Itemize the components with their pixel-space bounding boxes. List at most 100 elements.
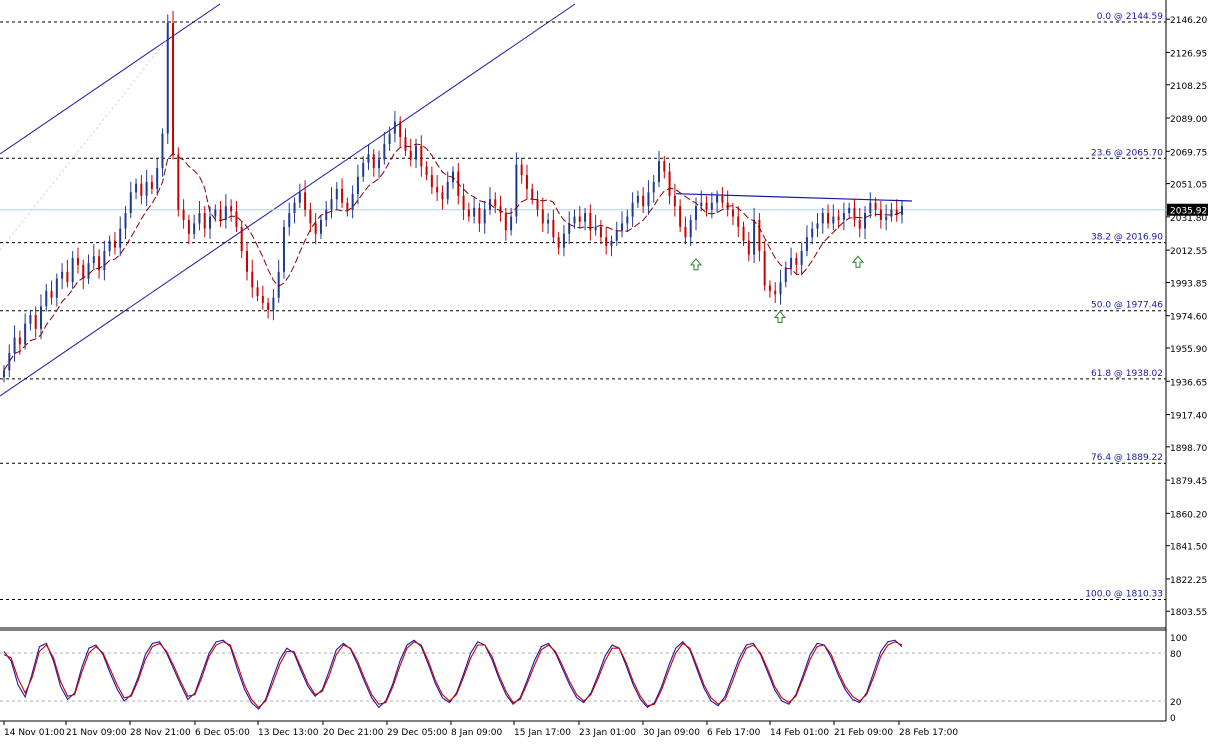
candle-body bbox=[763, 251, 766, 286]
candle-body bbox=[568, 223, 571, 234]
candle-body bbox=[71, 257, 74, 283]
candle-body bbox=[3, 370, 5, 378]
candle-body bbox=[753, 219, 756, 255]
candle-body bbox=[39, 306, 42, 329]
price-tick-label: 1993.85 bbox=[1170, 279, 1207, 289]
osc-tick-label: 20 bbox=[1170, 698, 1182, 708]
candle-body bbox=[737, 216, 740, 227]
candle-body bbox=[108, 240, 111, 252]
candle-body bbox=[642, 195, 645, 207]
candle-body bbox=[874, 202, 877, 210]
candle-body bbox=[885, 216, 888, 220]
candle-body bbox=[552, 219, 555, 238]
candle-body bbox=[837, 216, 840, 220]
candle-body bbox=[832, 216, 835, 224]
candle-body bbox=[705, 202, 708, 210]
candle-body bbox=[599, 226, 602, 238]
candle-body bbox=[341, 188, 344, 203]
candle-body bbox=[467, 209, 470, 217]
candle-body bbox=[869, 202, 872, 214]
price-tick-label: 1803.55 bbox=[1170, 608, 1207, 618]
time-tick-label: 23 Jan 01:00 bbox=[579, 728, 636, 738]
candle-body bbox=[536, 199, 539, 210]
price-tick-label: 1974.60 bbox=[1170, 313, 1207, 323]
candle-body bbox=[330, 199, 333, 210]
candle-body bbox=[261, 295, 264, 303]
candle-body bbox=[462, 195, 465, 210]
candle-body bbox=[193, 223, 196, 234]
candle-body bbox=[251, 271, 254, 288]
candle-body bbox=[76, 257, 79, 265]
candle-body bbox=[864, 213, 867, 229]
time-tick-label: 6 Dec 05:00 bbox=[195, 728, 250, 738]
candle-body bbox=[267, 302, 270, 310]
candle-body bbox=[383, 143, 386, 160]
up-arrow-icon bbox=[773, 310, 787, 324]
candle-body bbox=[710, 202, 713, 210]
time-tick-label: 28 Feb 17:00 bbox=[899, 728, 958, 738]
candle-body bbox=[214, 209, 217, 217]
candle-body bbox=[520, 164, 523, 176]
candle-body bbox=[800, 251, 803, 265]
candle-body bbox=[13, 337, 16, 354]
candle-body bbox=[547, 219, 550, 224]
candle-body bbox=[135, 183, 138, 193]
candle-body bbox=[716, 195, 719, 203]
candle-body bbox=[230, 206, 233, 212]
candle-body bbox=[652, 181, 655, 193]
candle-body bbox=[626, 216, 629, 224]
candle-body bbox=[636, 195, 639, 203]
candle-body bbox=[515, 164, 518, 217]
candle-body bbox=[673, 195, 676, 207]
candle-body bbox=[325, 209, 328, 220]
price-tick-label: 2051.05 bbox=[1170, 181, 1207, 191]
candle-body bbox=[209, 216, 212, 229]
candle-body bbox=[219, 209, 222, 220]
candle-body bbox=[245, 251, 248, 272]
candle-body bbox=[694, 206, 697, 220]
candle-body bbox=[272, 297, 275, 310]
candle-body bbox=[430, 175, 433, 188]
neckline bbox=[675, 193, 913, 202]
candle-body bbox=[478, 207, 481, 224]
fib-level-label: 38.2 @ 2016.90 bbox=[1091, 233, 1163, 243]
oscillator-line bbox=[3, 641, 903, 709]
candle-body bbox=[309, 209, 312, 224]
candle-body bbox=[541, 209, 544, 224]
candle-body bbox=[415, 145, 418, 160]
candle-body bbox=[393, 121, 396, 134]
candle-body bbox=[45, 290, 48, 307]
price-tick-label: 2108.25 bbox=[1170, 82, 1207, 92]
price-tick-label: 1879.45 bbox=[1170, 477, 1207, 487]
candle-body bbox=[356, 176, 359, 195]
up-arrow-icon bbox=[689, 258, 703, 271]
candle-body bbox=[584, 213, 587, 222]
candle-body bbox=[399, 121, 402, 138]
fib-trend-line bbox=[0, 35, 171, 251]
candle-body bbox=[409, 150, 412, 160]
candle-body bbox=[256, 287, 259, 296]
candle-body bbox=[594, 226, 597, 231]
candle-body bbox=[372, 154, 375, 169]
candle-body bbox=[224, 206, 227, 220]
candle-body bbox=[198, 213, 201, 224]
candle-body bbox=[420, 145, 423, 167]
candle-body bbox=[166, 23, 169, 134]
candle-body bbox=[145, 181, 148, 196]
candle-body bbox=[605, 237, 608, 246]
candle-body bbox=[388, 133, 391, 144]
candle-body bbox=[631, 202, 634, 217]
time-tick-label: 15 Jan 17:00 bbox=[514, 728, 571, 738]
time-tick-label: 28 Nov 21:00 bbox=[130, 728, 191, 738]
candle-body bbox=[282, 226, 285, 272]
candle-body bbox=[742, 226, 745, 241]
price-tick-label: 2031.80 bbox=[1170, 214, 1207, 224]
price-tick-label: 2126.95 bbox=[1170, 49, 1207, 59]
candle-body bbox=[668, 171, 671, 196]
candle-body bbox=[55, 278, 58, 298]
time-tick-label: 14 Nov 01:00 bbox=[4, 728, 65, 738]
candle-body bbox=[103, 251, 106, 271]
candle-body bbox=[441, 192, 444, 200]
candle-body bbox=[758, 219, 761, 252]
candle-body bbox=[821, 213, 824, 224]
